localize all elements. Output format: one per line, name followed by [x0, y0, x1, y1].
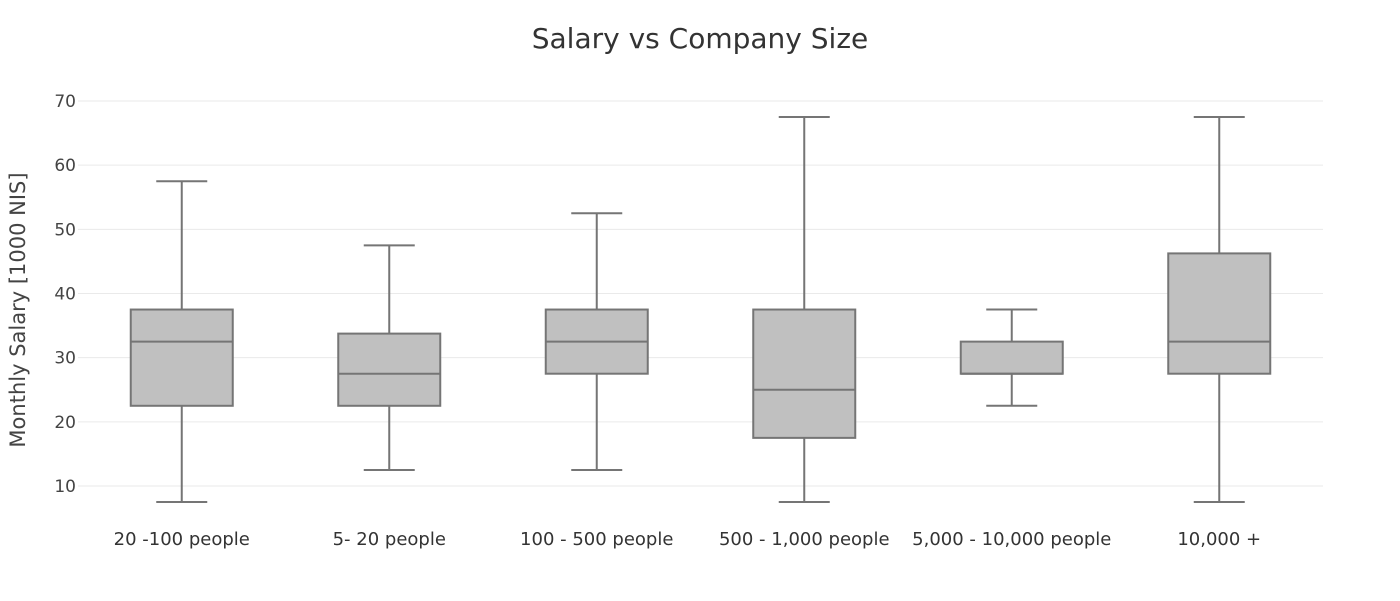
box-5	[1167, 116, 1272, 504]
x-tick-label-0: 20 -100 people	[114, 529, 250, 550]
box-rect	[1167, 252, 1272, 375]
y-tick-label-30: 30	[54, 349, 76, 369]
y-axis-ticks: 10 20 30 40 50 60 70	[54, 92, 76, 497]
x-axis-ticks: 20 -100 people 5- 20 people 100 - 500 peop…	[114, 529, 1262, 550]
x-tick-label-1: 5- 20 people	[333, 529, 446, 550]
box-2	[544, 212, 649, 471]
box-1	[337, 244, 442, 471]
chart-title: Salary vs Company Size	[532, 22, 869, 55]
x-tick-label-3: 500 - 1,000 people	[719, 529, 890, 550]
gridlines	[78, 100, 1323, 487]
y-tick-label-50: 50	[54, 220, 76, 240]
box-4	[959, 308, 1064, 407]
box-rect	[752, 308, 857, 439]
y-tick-label-40: 40	[54, 285, 76, 305]
box-rect	[959, 340, 1064, 375]
x-tick-label-4: 5,000 - 10,000 people	[912, 529, 1111, 550]
box-rect	[337, 332, 442, 407]
y-tick-label-20: 20	[54, 413, 76, 433]
y-tick-label-70: 70	[54, 92, 76, 112]
y-tick-label-60: 60	[54, 156, 76, 176]
boxes	[129, 116, 1272, 504]
x-tick-label-2: 100 - 500 people	[520, 529, 673, 550]
y-tick-label-10: 10	[54, 477, 76, 497]
box-0	[129, 180, 234, 504]
box-rect	[129, 308, 234, 407]
x-tick-label-5: 10,000 +	[1177, 529, 1261, 550]
y-axis-label: Monthly Salary [1000 NIS]	[6, 172, 30, 447]
box-3	[752, 116, 857, 504]
